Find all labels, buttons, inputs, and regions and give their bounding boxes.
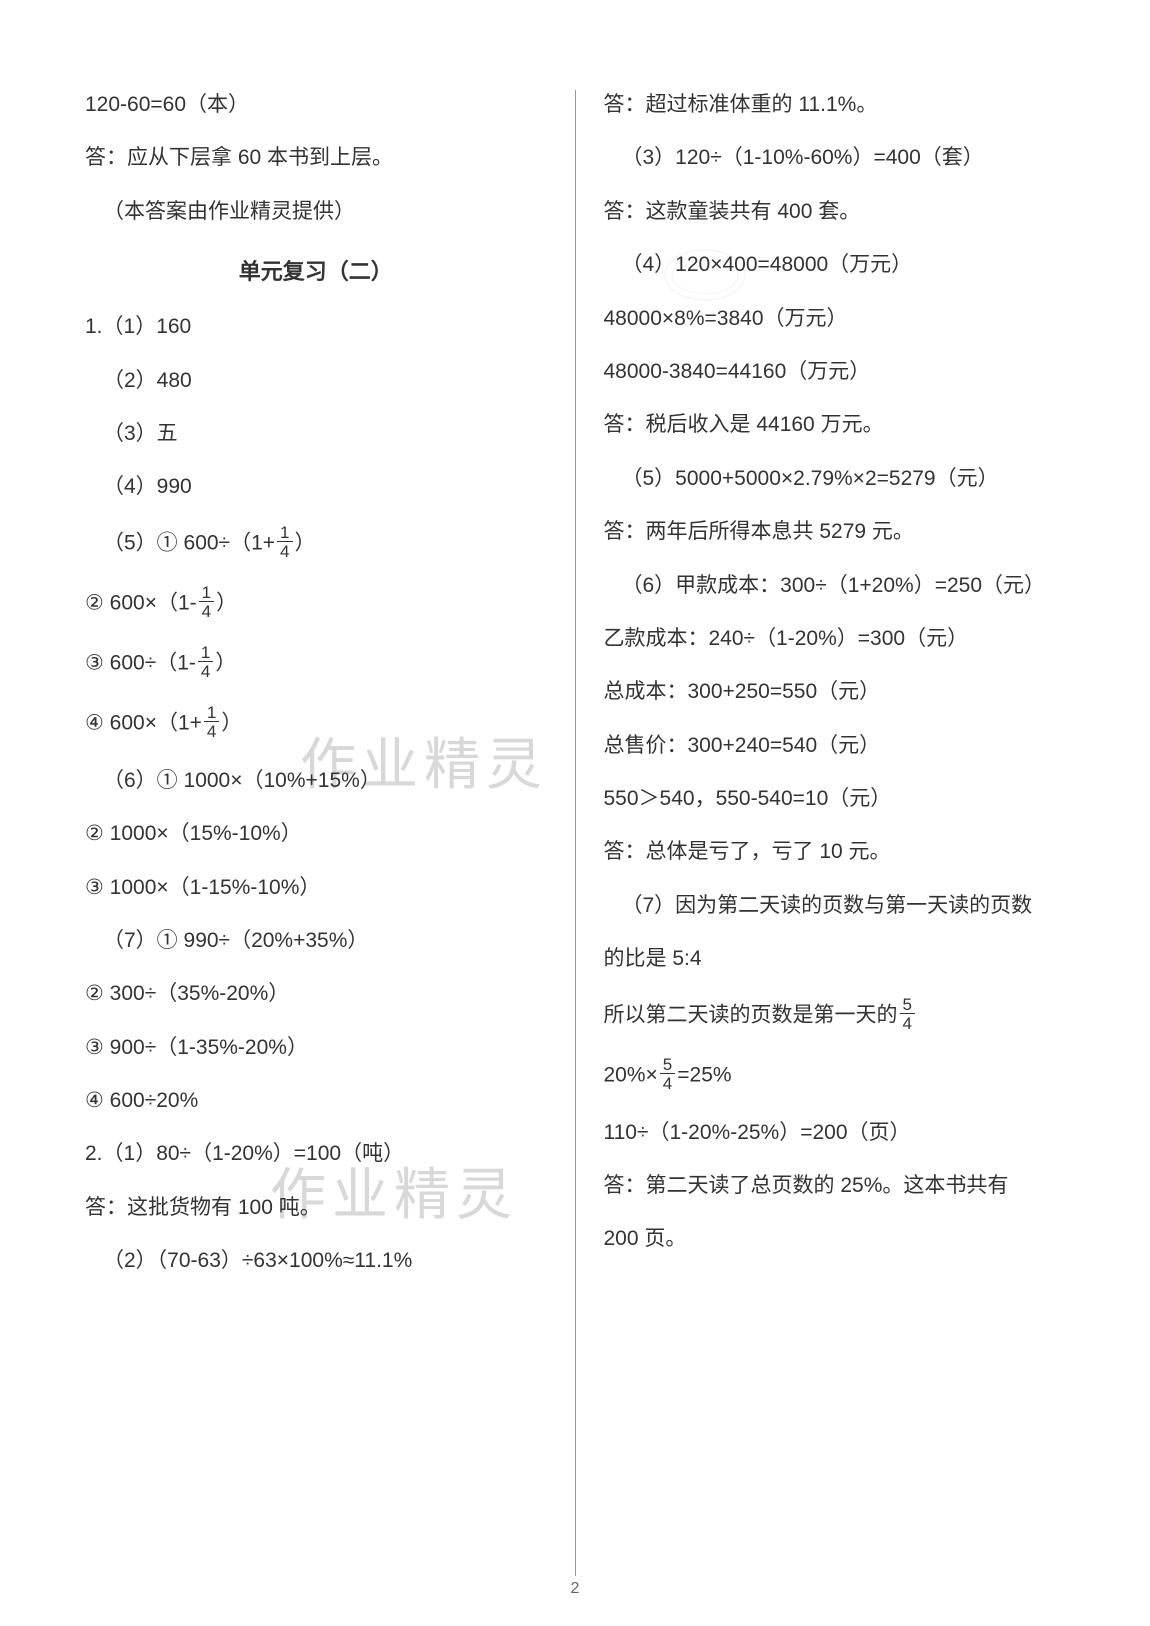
fraction: 54 <box>900 996 915 1032</box>
fraction: 14 <box>204 704 219 740</box>
fraction-denominator: 4 <box>204 722 219 740</box>
text-line: ② 300÷（35%-20%） <box>85 979 547 1008</box>
text-line: （6）① 1000×（10%+15%） <box>85 766 547 795</box>
text-line: ③ 600÷（1-14） <box>85 646 547 682</box>
right-column: 答：超过标准体重的 11.1%。 （3）120÷（1-10%-60%）=400（… <box>576 90 1066 1576</box>
text-line: 550＞540，550-540=10（元） <box>604 784 1066 813</box>
text-line: 20%×54=25% <box>604 1058 1066 1094</box>
text-line: 总成本：300+250=550（元） <box>604 677 1066 706</box>
left-column: 120-60=60（本） 答：应从下层拿 60 本书到上层。 （本答案由作业精灵… <box>85 90 576 1576</box>
text-line: 答：超过标准体重的 11.1%。 <box>604 90 1066 119</box>
text-fragment: （5）① 600÷（1+ <box>103 531 275 554</box>
text-line: （本答案由作业精灵提供） <box>85 197 547 226</box>
text-line: 48000×8%=3840（万元） <box>604 304 1066 333</box>
text-line: （3）五 <box>85 419 547 448</box>
text-line: （2）（70-63）÷63×100%≈11.1% <box>85 1246 547 1275</box>
text-line: 答：税后收入是 44160 万元。 <box>604 410 1066 439</box>
text-line: 的比是 5:4 <box>604 944 1066 973</box>
text-line: 1.（1）160 <box>85 312 547 341</box>
page-content: 120-60=60（本） 答：应从下层拿 60 本书到上层。 （本答案由作业精灵… <box>85 90 1065 1576</box>
text-fragment: ） <box>215 651 236 674</box>
text-line: （7）① 990÷（20%+35%） <box>85 926 547 955</box>
fraction-denominator: 4 <box>660 1074 675 1092</box>
fraction-denominator: 4 <box>198 662 213 680</box>
text-fragment: ） <box>221 711 242 734</box>
text-line: 乙款成本：240÷（1-20%）=300（元） <box>604 624 1066 653</box>
text-line: （6）甲款成本：300÷（1+20%）=250（元） <box>604 571 1066 600</box>
text-line: （5）5000+5000×2.79%×2=5279（元） <box>604 464 1066 493</box>
text-line: 答：第二天读了总页数的 25%。这本书共有 <box>604 1171 1066 1200</box>
fraction-numerator: 1 <box>199 584 214 602</box>
text-line: ③ 1000×（1-15%-10%） <box>85 873 547 902</box>
text-fragment: ） <box>216 591 237 614</box>
text-fragment: ④ 600×（1+ <box>85 711 202 734</box>
text-line: （4）990 <box>85 472 547 501</box>
fraction: 14 <box>198 644 213 680</box>
text-line: 48000-3840=44160（万元） <box>604 357 1066 386</box>
text-line: 110÷（1-20%-25%）=200（页） <box>604 1118 1066 1147</box>
fraction-denominator: 4 <box>900 1014 915 1032</box>
fraction-denominator: 4 <box>277 542 292 560</box>
fraction-numerator: 5 <box>900 996 915 1014</box>
fraction-numerator: 1 <box>277 524 292 542</box>
text-line: 答：这批货物有 100 吨。 <box>85 1193 547 1222</box>
text-fragment: ） <box>295 531 316 554</box>
text-line: ④ 600×（1+14） <box>85 706 547 742</box>
text-line: （5）① 600÷（1+14） <box>85 526 547 562</box>
fraction-numerator: 1 <box>198 644 213 662</box>
text-line: ② 1000×（15%-10%） <box>85 819 547 848</box>
text-fragment: ② 600×（1- <box>85 591 197 614</box>
fraction-denominator: 4 <box>199 602 214 620</box>
fraction-numerator: 5 <box>660 1056 675 1074</box>
text-line: 2.（1）80÷（1-20%）=100（吨） <box>85 1139 547 1168</box>
text-fragment: =25% <box>677 1063 731 1086</box>
fraction: 14 <box>199 584 214 620</box>
text-line: 所以第二天读的页数是第一天的54 <box>604 998 1066 1034</box>
fraction: 54 <box>660 1056 675 1092</box>
section-title: 单元复习（二） <box>85 254 547 286</box>
text-line: ④ 600÷20% <box>85 1086 547 1115</box>
fraction: 14 <box>277 524 292 560</box>
text-line: 答：两年后所得本息共 5279 元。 <box>604 517 1066 546</box>
text-line: （4）120×400=48000（万元） <box>604 250 1066 279</box>
text-line: 120-60=60（本） <box>85 90 547 119</box>
text-line: （2）480 <box>85 366 547 395</box>
text-line: 200 页。 <box>604 1224 1066 1253</box>
page-number: 2 <box>571 1580 580 1598</box>
text-fragment: 20%× <box>604 1063 658 1086</box>
text-fragment: 所以第二天读的页数是第一天的 <box>604 1003 898 1026</box>
text-line: 答：这款童装共有 400 套。 <box>604 197 1066 226</box>
text-line: ③ 900÷（1-35%-20%） <box>85 1033 547 1062</box>
text-line: ② 600×（1-14） <box>85 586 547 622</box>
text-fragment: ③ 600÷（1- <box>85 651 196 674</box>
text-line: 总售价：300+240=540（元） <box>604 731 1066 760</box>
text-line: 答：应从下层拿 60 本书到上层。 <box>85 143 547 172</box>
text-line: （7）因为第二天读的页数与第一天读的页数 <box>604 891 1066 920</box>
text-line: （3）120÷（1-10%-60%）=400（套） <box>604 143 1066 172</box>
fraction-numerator: 1 <box>204 704 219 722</box>
text-line: 答：总体是亏了，亏了 10 元。 <box>604 837 1066 866</box>
